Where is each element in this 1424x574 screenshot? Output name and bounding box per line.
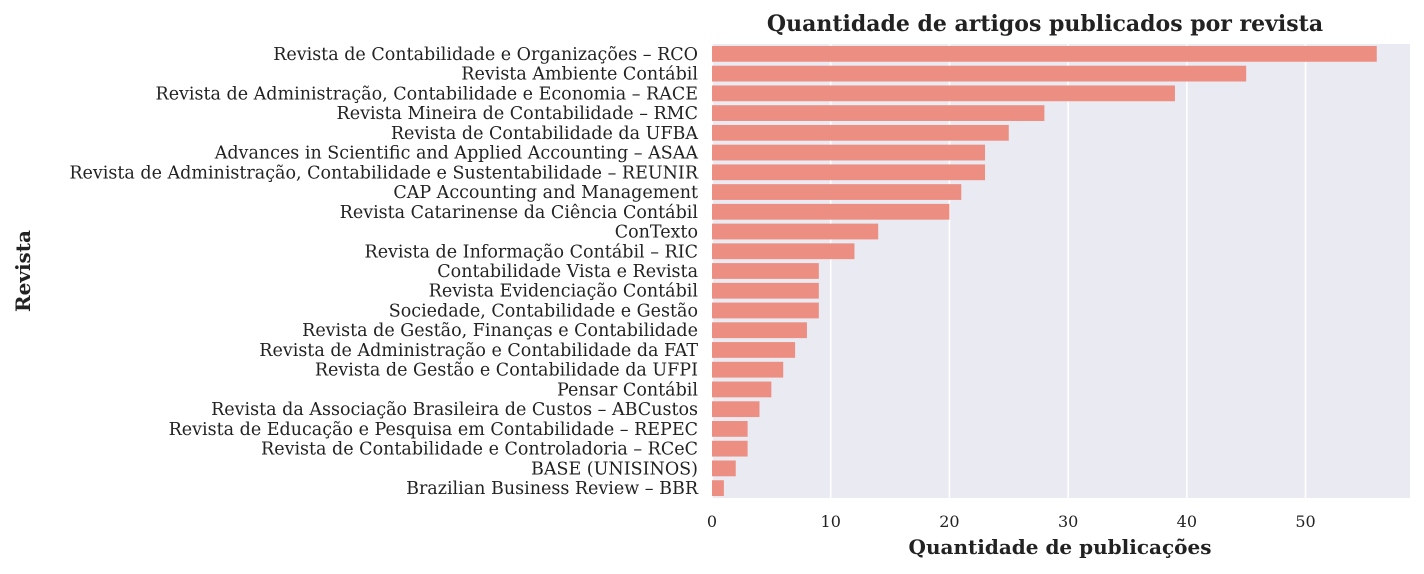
bar xyxy=(712,460,736,477)
bar xyxy=(712,342,796,358)
y-tick-label: Revista de Administração e Contabilidade… xyxy=(259,341,698,361)
y-tick-label: Advances in Scientific and Applied Accou… xyxy=(214,144,699,164)
y-tick-label: Revista Ambiente Contábil xyxy=(461,65,698,85)
x-tick-label: 30 xyxy=(1058,512,1078,531)
bar xyxy=(712,45,1377,62)
bar xyxy=(712,401,760,418)
y-tick-label: Revista de Educação e Pesquisa em Contab… xyxy=(169,420,698,440)
bar xyxy=(712,223,879,240)
y-tick-label: Pensar Contábil xyxy=(557,380,698,400)
y-tick-label: Contabilidade Vista e Revista xyxy=(437,262,698,282)
bar xyxy=(712,203,950,220)
y-tick-label: Sociedade, Contabilidade e Gestão xyxy=(389,301,698,321)
bar xyxy=(712,164,986,181)
bar xyxy=(712,184,962,200)
y-axis-label: Revista xyxy=(11,230,35,312)
x-tick-label: 40 xyxy=(1177,512,1197,531)
bar xyxy=(712,480,724,497)
y-tick-label: Revista de Gestão e Contabilidade da UFP… xyxy=(315,361,698,381)
x-tick-label: 0 xyxy=(707,512,717,531)
y-tick-label: Revista de Contabilidade da UFBA xyxy=(391,124,699,144)
y-tick-label: Revista de Gestão, Finanças e Contabilid… xyxy=(302,321,698,341)
chart-title: Quantidade de artigos publicados por rev… xyxy=(767,11,1323,37)
y-tick-label: Revista de Informação Contábil – RIC xyxy=(365,242,698,262)
y-tick-label: BASE (UNISINOS) xyxy=(531,459,698,479)
bar xyxy=(712,263,819,279)
bar xyxy=(712,361,784,378)
bar xyxy=(712,322,807,339)
y-tick-label: Revista de Contabilidade e Controladoria… xyxy=(261,440,698,460)
x-axis-label: Quantidade de publicações xyxy=(909,535,1212,559)
bar xyxy=(712,105,1045,121)
y-tick-label: Revista de Contabilidade e Organizações … xyxy=(273,45,698,65)
bar xyxy=(712,381,772,398)
y-tick-label: Revista de Administração, Contabilidade … xyxy=(69,163,698,183)
x-tick-label: 50 xyxy=(1295,512,1315,531)
bar xyxy=(712,85,1175,102)
y-tick-label: Revista Mineira de Contabilidade – RMC xyxy=(337,104,698,124)
x-tick-label: 20 xyxy=(939,512,959,531)
x-tick-label: 10 xyxy=(821,512,841,531)
bar xyxy=(712,65,1247,82)
y-tick-label: ConTexto xyxy=(615,223,698,243)
bar xyxy=(712,440,748,457)
bar xyxy=(712,243,855,260)
bar xyxy=(712,302,819,319)
bar xyxy=(712,124,1009,141)
y-tick-label: Revista de Administração, Contabilidade … xyxy=(156,84,698,104)
y-tick-label: Revista Evidenciação Contábil xyxy=(429,282,699,302)
y-tick-label: Revista Catarinense da Ciência Contábil xyxy=(340,203,699,223)
bar xyxy=(712,282,819,299)
bar xyxy=(712,421,748,437)
bar xyxy=(712,144,986,161)
y-tick-label: Revista da Associação Brasileira de Cust… xyxy=(211,400,698,420)
y-tick-label: Brazilian Business Review – BBR xyxy=(406,479,699,499)
y-tick-label: CAP Accounting and Management xyxy=(393,183,698,203)
